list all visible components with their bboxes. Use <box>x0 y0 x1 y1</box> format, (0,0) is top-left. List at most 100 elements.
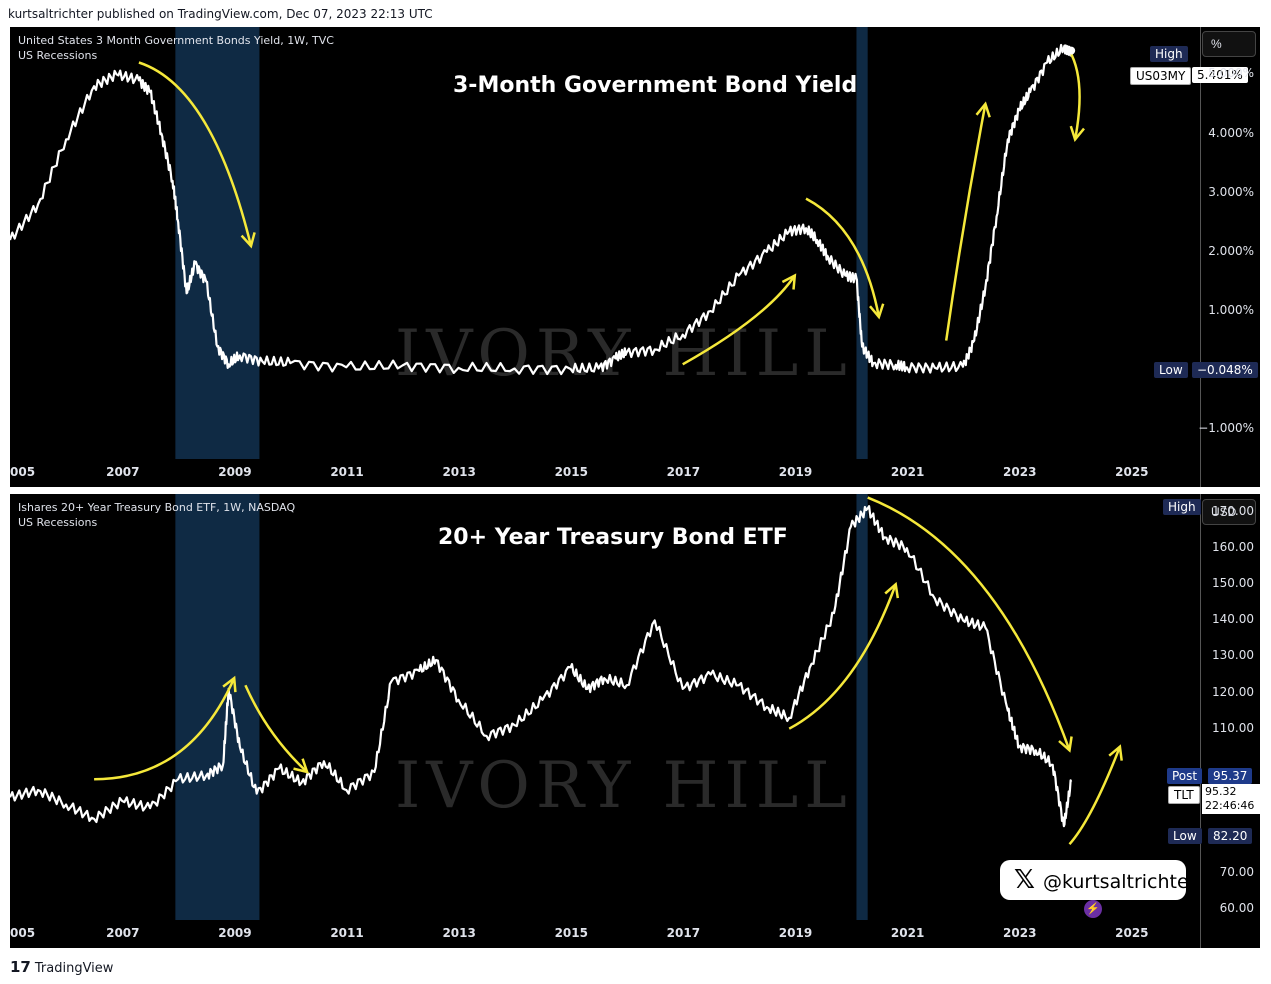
y-tick-label: 2.000% <box>1208 243 1254 258</box>
x-tick-label: 2017 <box>666 465 701 479</box>
tlt-chart-svg <box>10 494 1123 920</box>
x-tick-label: 2019 <box>778 465 813 479</box>
panel1-legend: United States 3 Month Government Bonds Y… <box>18 33 334 63</box>
x-tick-label: 2021 <box>890 926 925 940</box>
x-tick-label: 2007 <box>106 465 140 479</box>
panel2-legend-recessions: US Recessions <box>18 516 98 529</box>
y-tick-label: 120.00 <box>1212 684 1254 699</box>
trend-arrow-head <box>240 232 256 249</box>
trend-arrow <box>805 197 881 318</box>
panel1-unit-selector[interactable]: % <box>1202 31 1256 57</box>
trend-arrow <box>867 496 1071 751</box>
x-tick-label: 2011 <box>330 926 364 940</box>
yield-chart-svg <box>10 27 1085 459</box>
panel2-countdown: 22:46:46 <box>1205 799 1255 812</box>
panel2-post-badge: Post <box>1167 768 1203 784</box>
trend-arrow-head <box>1058 736 1073 753</box>
x-tick-label: 2009 <box>218 926 252 940</box>
y-tick-label: 110.00 <box>1212 720 1254 735</box>
trend-arrow-head <box>884 581 900 599</box>
price-line <box>10 505 1073 828</box>
panel2-low-value-badge: 82.20 <box>1208 828 1253 844</box>
x-tick-label: 2017 <box>666 926 701 940</box>
panel1-x-axis: 005 2007 2009 2011 2013 2015 2017 2019 2021 2023 2… <box>10 459 1260 487</box>
publish-header: kurtsaltrichter published on TradingView… <box>8 7 433 21</box>
trend-arrow <box>1068 50 1081 140</box>
y-tick-label: 3.000% <box>1208 184 1254 199</box>
trend-arrow-head <box>781 273 797 290</box>
y-tick-label: 140.00 <box>1212 612 1254 627</box>
y-tick-label: 4.000% <box>1208 125 1254 140</box>
panel2-x-axis: 005 2007 2009 2011 2013 2015 2017 2019 2021 2023 2… <box>10 920 1260 948</box>
x-tick-label: 2019 <box>778 926 813 940</box>
trend-arrow-head <box>293 758 310 774</box>
panel2-high-badge: High <box>1163 499 1201 515</box>
x-tick-label: 005 <box>10 465 36 479</box>
trend-arrow <box>94 677 236 781</box>
panel2-symbol-badge: TLT <box>1168 786 1200 804</box>
panel2-unit-selector[interactable]: USD <box>1202 499 1256 525</box>
trend-arrow <box>682 274 796 366</box>
tradingview-logo-icon: 17 <box>10 958 31 976</box>
recession-band <box>856 27 868 459</box>
panel1-legend-series: United States 3 Month Government Bonds Y… <box>18 34 334 47</box>
x-tick-label: 2009 <box>218 465 252 479</box>
trend-arrow-head <box>1069 125 1085 142</box>
y-tick-label: 70.00 <box>1219 865 1254 880</box>
trend-arrow <box>244 684 308 773</box>
panel1-low-badge: Low <box>1154 362 1188 378</box>
x-tick-label: 2025 <box>1115 465 1149 479</box>
panel1-low-value-badge: −0.048% <box>1192 362 1258 378</box>
x-tick-label: 2021 <box>890 465 925 479</box>
trend-arrow <box>944 103 987 341</box>
x-tick-label: 2015 <box>554 926 588 940</box>
tradingview-footer: 17 TradingView <box>10 958 113 976</box>
trend-arrow <box>1068 746 1122 846</box>
x-tick-label: 2013 <box>442 926 476 940</box>
panel2-post-value-badge: 95.37 <box>1208 768 1253 784</box>
x-tick-label: 2011 <box>330 465 364 479</box>
panel1-high-badge: High <box>1150 46 1188 62</box>
trend-arrow-head <box>869 303 885 320</box>
x-tick-label: 2015 <box>554 465 588 479</box>
y-tick-label: 5.000% <box>1208 66 1254 81</box>
recession-band <box>856 494 868 920</box>
x-tick-label: 2007 <box>106 926 140 940</box>
x-tick-label: 2025 <box>1115 926 1149 940</box>
y-tick-label: 160.00 <box>1212 540 1254 555</box>
panel1-legend-recessions: US Recessions <box>18 49 98 62</box>
x-tick-label: 2023 <box>1003 926 1037 940</box>
panel1-last-value-badge: 5.401% <box>1192 67 1248 83</box>
lightning-icon[interactable]: ⚡ <box>1084 900 1102 918</box>
panel2-low-badge: Low <box>1168 828 1202 844</box>
footer-text: TradingView <box>34 961 114 976</box>
panel2-legend: Ishares 20+ Year Treasury Bond ETF, 1W, … <box>18 500 295 530</box>
panel2-last-value: 95.32 <box>1205 785 1237 798</box>
x-logo-icon: 𝕏 <box>1014 865 1035 895</box>
trend-arrow <box>138 61 253 247</box>
x-tick-label: 005 <box>10 926 36 940</box>
panel2-title: 20+ Year Treasury Bond ETF <box>438 525 788 550</box>
recession-band <box>175 494 260 920</box>
x-tick-label: 2023 <box>1003 465 1037 479</box>
panel1-title: 3-Month Government Bond Yield <box>453 73 858 98</box>
panel2-last-box: 95.32 22:46:46 <box>1202 784 1260 814</box>
y-tick-label: 130.00 <box>1212 648 1254 663</box>
price-line <box>10 43 1073 376</box>
x-tick-label: 2013 <box>442 465 476 479</box>
social-handle-text: @kurtsaltrichter <box>1042 871 1197 893</box>
yield-chart-panel[interactable]: IVORY HILL United States 3 Month Governm… <box>10 27 1260 459</box>
y-tick-label: 170.00 <box>1212 504 1254 519</box>
social-handle-badge[interactable]: 𝕏 @kurtsaltrichter <box>1000 860 1196 900</box>
last-price-dot <box>1067 46 1076 55</box>
panel2-legend-series: Ishares 20+ Year Treasury Bond ETF, 1W, … <box>18 501 296 514</box>
tlt-chart-panel[interactable]: IVORY HILL Ishares 20+ Year Treasury Bon… <box>10 494 1260 920</box>
y-tick-label: −1.000% <box>1198 421 1254 436</box>
y-tick-label: 60.00 <box>1219 901 1254 916</box>
y-tick-label: 150.00 <box>1212 576 1254 591</box>
y-tick-label: 1.000% <box>1208 303 1254 318</box>
trend-arrow-head <box>222 675 237 693</box>
trend-arrow-head <box>975 101 991 118</box>
panel1-symbol-badge: US03MY <box>1130 67 1192 85</box>
watermark-text: IVORY HILL <box>395 749 853 823</box>
